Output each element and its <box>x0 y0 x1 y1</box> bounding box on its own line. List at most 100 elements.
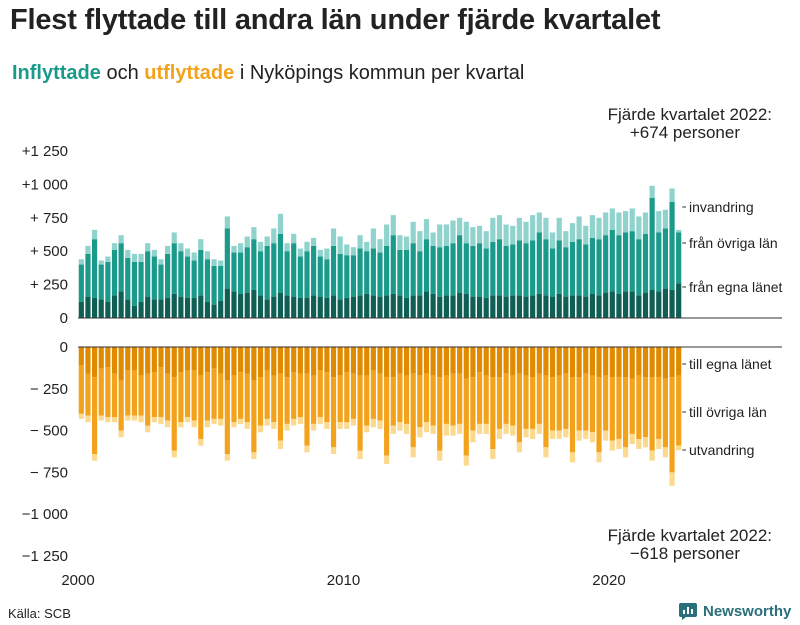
bar-out-1-48 <box>397 373 403 423</box>
bar-in-1-59 <box>470 245 476 297</box>
bar-out-2-30 <box>277 440 284 449</box>
bar-in-1-89 <box>669 201 675 290</box>
bar-in-0-43 <box>364 293 370 318</box>
bar-out-0-29 <box>271 347 277 376</box>
label-utvandring: utvandring <box>689 442 754 458</box>
bar-out-0-59 <box>470 347 476 378</box>
bar-in-2-22 <box>224 216 230 229</box>
bar-out-1-58 <box>463 378 469 456</box>
y-tick-bottom-2: − 500 <box>30 423 68 440</box>
bar-in-2-21 <box>218 260 224 266</box>
bar-out-2-5 <box>111 417 118 423</box>
bar-in-1-84 <box>636 239 642 296</box>
bar-in-0-21 <box>218 300 224 318</box>
bar-out-0-74 <box>569 347 576 378</box>
bar-out-0-11 <box>151 347 157 373</box>
bar-out-2-48 <box>397 422 403 431</box>
bar-out-0-63 <box>496 347 503 378</box>
bar-in-1-71 <box>549 248 556 297</box>
label-fran-egna-lanet: från egna länet <box>689 279 783 295</box>
bar-out-2-49 <box>403 423 410 434</box>
bar-in-1-44 <box>370 248 376 296</box>
bar-out-0-64 <box>503 347 509 374</box>
bar-out-1-79 <box>603 375 609 431</box>
bar-out-0-25 <box>244 347 250 374</box>
bar-in-0-78 <box>596 295 602 318</box>
bar-in-1-66 <box>516 240 522 296</box>
bar-out-1-49 <box>403 375 410 424</box>
bar-out-1-30 <box>277 373 284 441</box>
annotation-bottom-line2: −618 personer <box>630 544 740 563</box>
bar-out-2-8 <box>131 415 138 421</box>
bar-in-2-34 <box>304 241 310 252</box>
bar-out-0-41 <box>350 347 357 374</box>
bar-out-2-32 <box>291 418 297 426</box>
bar-out-0-2 <box>92 347 98 378</box>
bar-out-1-62 <box>490 377 496 449</box>
bar-in-2-72 <box>556 217 562 241</box>
y-tick-bottom-4: −1 000 <box>22 506 68 523</box>
bar-in-2-46 <box>384 224 390 246</box>
label-invandring: invandring <box>689 199 754 215</box>
bar-in-0-27 <box>257 295 264 318</box>
y-tick-bottom-3: − 750 <box>30 464 68 481</box>
bar-out-2-23 <box>231 422 237 428</box>
bar-in-2-83 <box>629 208 635 232</box>
bar-in-0-7 <box>125 299 131 318</box>
bar-out-2-70 <box>543 447 549 458</box>
bar-out-2-54 <box>437 450 443 461</box>
bar-out-2-2 <box>92 454 98 461</box>
bar-out-1-82 <box>622 377 629 448</box>
bar-in-0-90 <box>676 283 682 318</box>
bar-in-2-48 <box>397 235 403 250</box>
bar-out-2-37 <box>324 422 330 429</box>
bar-out-1-38 <box>330 377 337 448</box>
bar-out-1-27 <box>257 377 264 426</box>
bar-in-2-49 <box>403 236 410 250</box>
bar-out-0-27 <box>257 347 264 378</box>
bar-in-2-13 <box>165 245 171 254</box>
bar-out-2-56 <box>450 425 456 436</box>
annotation-bottom-line1: Fjärde kvartalet 2022: <box>608 526 772 545</box>
bar-out-0-58 <box>463 347 469 379</box>
bar-out-0-46 <box>384 347 390 378</box>
bar-out-0-45 <box>377 347 383 374</box>
bar-in-0-48 <box>397 295 403 318</box>
bar-in-0-38 <box>330 295 337 318</box>
bar-out-2-45 <box>377 420 383 429</box>
bar-in-1-46 <box>384 245 390 296</box>
bar-in-0-1 <box>85 296 91 318</box>
bar-in-0-36 <box>317 296 323 318</box>
bar-in-2-70 <box>543 217 549 240</box>
bar-out-2-76 <box>583 430 589 439</box>
bar-out-1-42 <box>357 375 363 451</box>
bar-out-2-26 <box>251 452 257 460</box>
bar-in-0-81 <box>616 293 622 318</box>
bar-out-2-34 <box>304 445 310 453</box>
bar-in-0-57 <box>457 292 463 318</box>
bar-out-1-9 <box>138 375 144 416</box>
bar-out-1-8 <box>131 370 138 416</box>
bar-out-2-75 <box>576 430 582 441</box>
bar-out-2-42 <box>357 450 363 460</box>
bar-in-0-68 <box>530 295 536 318</box>
bar-out-0-42 <box>357 347 363 376</box>
bar-out-0-33 <box>297 347 303 374</box>
bar-out-1-46 <box>384 377 390 456</box>
bar-in-0-28 <box>264 299 270 318</box>
bar-in-1-85 <box>642 233 649 293</box>
bar-in-0-40 <box>344 297 350 318</box>
bar-in-1-72 <box>556 240 562 294</box>
bar-out-1-44 <box>370 370 376 419</box>
bar-in-1-12 <box>158 264 164 300</box>
bar-in-1-23 <box>231 252 237 292</box>
bar-out-0-30 <box>277 347 284 374</box>
bar-out-1-60 <box>476 372 483 424</box>
bar-out-1-85 <box>642 377 649 438</box>
bar-out-0-51 <box>417 347 423 376</box>
bar-out-0-22 <box>224 347 230 381</box>
bar-in-0-56 <box>450 295 456 318</box>
bar-in-2-62 <box>490 217 496 242</box>
bar-out-1-90 <box>676 375 682 446</box>
